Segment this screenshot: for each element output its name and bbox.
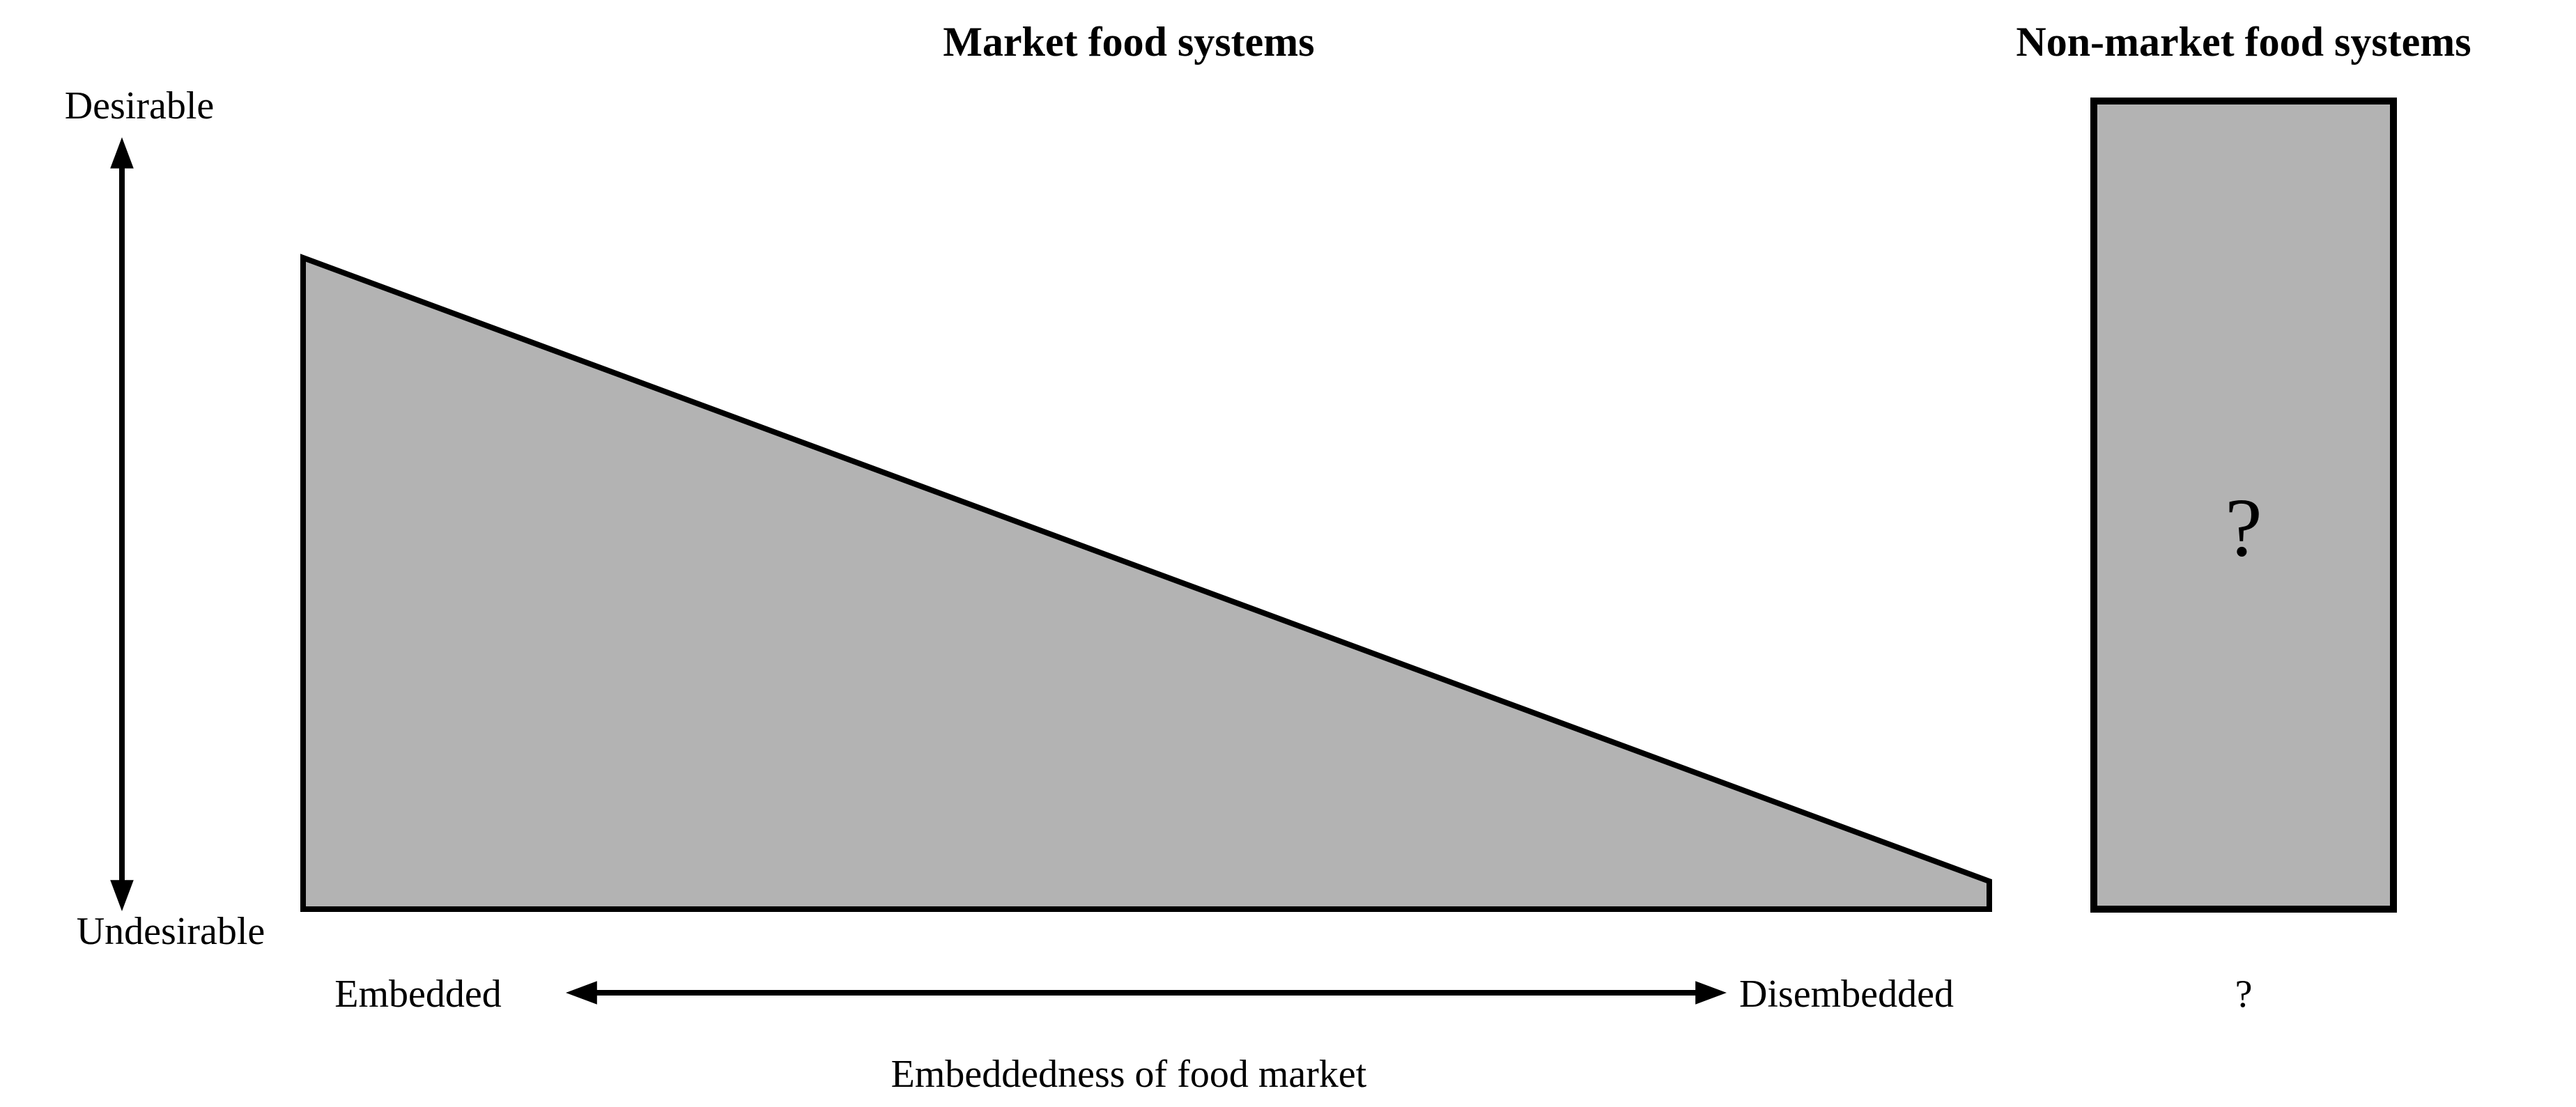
market-wedge [303, 258, 1989, 909]
x-axis-arrowhead-right [1695, 981, 1727, 1005]
y-axis-arrowhead-bottom [110, 880, 134, 911]
x-axis-caption: Embeddedness of food market [891, 1053, 1367, 1096]
x-axis-arrowhead-left [566, 981, 597, 1005]
y-axis-arrowhead-top [110, 137, 134, 169]
nonmarket-bottom-question: ? [2235, 973, 2253, 1016]
y-axis-top-label: Desirable [65, 84, 215, 127]
nonmarket-question-mark: ? [2225, 481, 2262, 574]
food-systems-diagram: Market food systems Non-market food syste… [0, 0, 2576, 1107]
x-axis-left-label: Embedded [334, 973, 501, 1016]
nonmarket-title: Non-market food systems [2016, 19, 2471, 65]
market-title: Market food systems [943, 19, 1314, 65]
y-axis-bottom-label: Undesirable [77, 910, 265, 953]
x-axis-right-label: Disembedded [1739, 973, 1954, 1016]
